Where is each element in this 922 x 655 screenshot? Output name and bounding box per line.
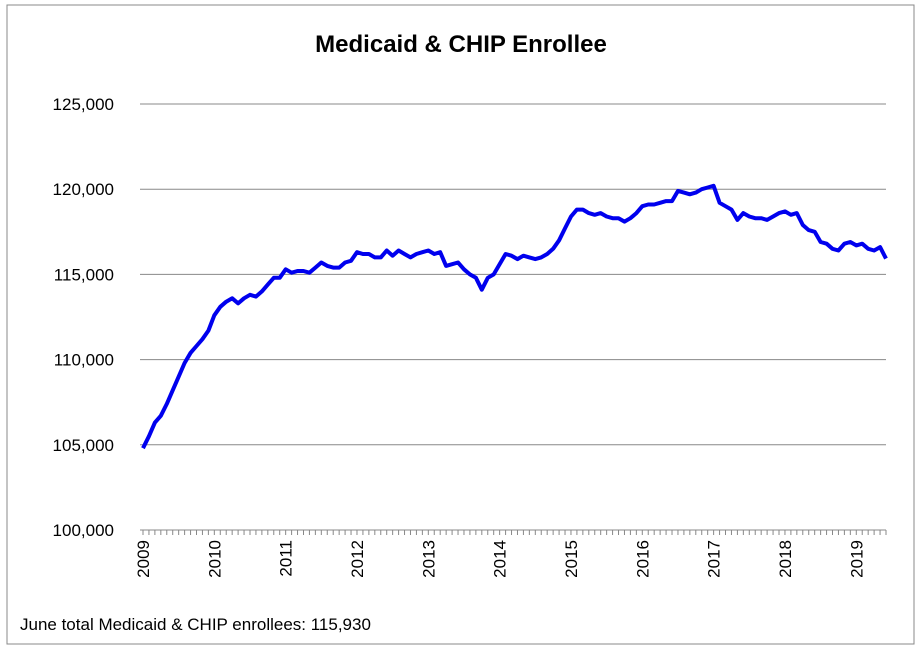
x-tick-label: 2010 [205,540,224,578]
x-tick-label: 2015 [562,540,581,578]
x-tick-label: 2016 [633,540,652,578]
x-tick-label: 2011 [277,540,296,577]
x-tick-label: 2018 [776,540,795,578]
chart-border [6,4,915,645]
x-tick-label: 2014 [491,540,510,578]
x-tick-label: 2009 [134,540,153,578]
y-tick-label: 110,000 [54,351,114,370]
x-tick-label: 2017 [705,540,724,578]
y-tick-label: 125,000 [53,95,114,114]
y-tick-label: 100,000 [53,521,114,540]
y-tick-label: 115,000 [54,265,114,284]
footnote: June total Medicaid & CHIP enrollees: 11… [20,615,371,634]
chart-title: Medicaid & CHIP Enrollee [315,31,607,58]
x-tick-label: 2019 [847,540,866,578]
y-tick-label: 105,000 [53,436,114,455]
x-tick-label: 2012 [348,540,367,578]
x-tick-label: 2013 [419,540,438,578]
data-line [141,183,888,450]
y-tick-label: 120,000 [53,180,114,199]
